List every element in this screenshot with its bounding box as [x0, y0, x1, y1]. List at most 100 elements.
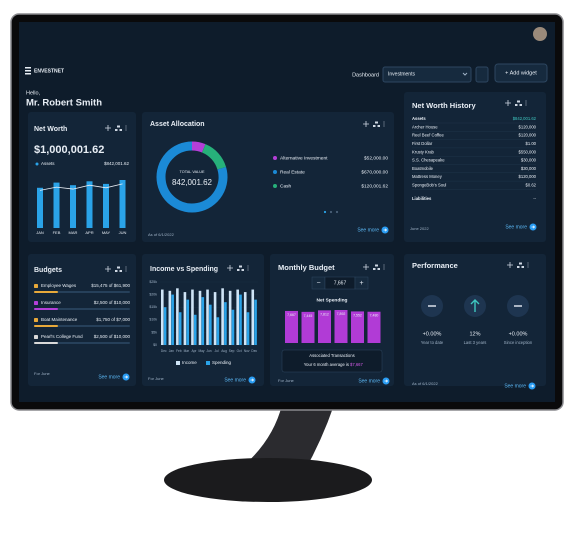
y-tick-label: $15k	[149, 305, 157, 309]
pager-dot[interactable]	[323, 210, 327, 214]
bar	[285, 310, 298, 343]
see-more-link[interactable]: See more	[358, 378, 380, 384]
y-tick-label: $0	[153, 343, 157, 347]
menu-dot	[125, 129, 127, 131]
bar	[171, 294, 174, 345]
budget-icon	[34, 318, 38, 322]
menu-dot	[247, 269, 249, 271]
history-row-value: $1.00	[526, 141, 537, 146]
data-label: 7,480	[370, 314, 379, 318]
see-more-link[interactable]: See more	[224, 377, 246, 383]
x-tick-label: May	[198, 349, 204, 353]
legend-swatch	[176, 361, 180, 365]
menu-dot	[525, 102, 527, 104]
x-tick-label: JAN	[36, 230, 44, 235]
bar	[176, 288, 179, 345]
net-worth-history-card	[404, 92, 546, 242]
see-more-link[interactable]: See more	[505, 224, 527, 230]
bar	[351, 311, 364, 343]
select-value[interactable]: Investments	[388, 71, 415, 77]
bar	[183, 292, 187, 345]
metric-value: 12%	[469, 331, 480, 337]
bar	[213, 292, 217, 345]
up-arrow	[470, 299, 480, 312]
pager-dot[interactable]	[329, 210, 333, 214]
metric-label: Last 3 years	[464, 340, 487, 345]
monitor-base	[164, 458, 372, 502]
legend-swatch	[206, 361, 210, 365]
see-more-link[interactable]: See more	[357, 227, 379, 233]
menu-dot	[383, 266, 385, 268]
stepper-minus-label[interactable]: −	[316, 280, 320, 287]
pager-dot[interactable]	[335, 210, 339, 214]
add-widget-button[interactable]	[494, 63, 548, 83]
history-row-label: Assets	[412, 116, 426, 121]
legend-dot	[35, 162, 39, 166]
card-title: Asset Allocation	[150, 121, 205, 128]
menu-dot	[383, 125, 385, 127]
arrow-glyph	[531, 225, 535, 229]
progress-track	[34, 342, 130, 344]
bar	[53, 182, 60, 228]
bar	[301, 311, 315, 343]
as-of: As of 6/1/2022	[412, 381, 439, 386]
arrow-glyph	[530, 384, 534, 388]
arrow-glyph	[124, 375, 128, 379]
bar	[243, 292, 247, 345]
bar	[206, 289, 209, 345]
transactions-box[interactable]	[281, 349, 383, 373]
as-of: As of 6/1/2022	[148, 232, 175, 237]
budget-amount: $1,750 of $7,000	[96, 317, 130, 322]
menu-dot	[247, 265, 249, 267]
hierarchy-icon	[115, 266, 122, 272]
history-row-value: $120,000	[519, 133, 537, 138]
see-more-link[interactable]: See more	[504, 383, 526, 389]
legend-label: Alternative Investment	[280, 155, 328, 161]
stepper-plus[interactable]	[354, 276, 369, 290]
card-title: Income vs Spending	[150, 266, 218, 273]
liabilities-value: --	[533, 196, 536, 201]
bar	[86, 181, 93, 228]
select-caret	[462, 72, 468, 76]
avatar[interactable]	[533, 27, 547, 41]
x-tick-label: JUN	[119, 230, 127, 235]
dashboard-select[interactable]	[382, 66, 472, 83]
menu-dot	[125, 127, 127, 129]
move-icon	[105, 266, 111, 272]
legend-label: Assets	[41, 161, 55, 166]
add-widget-label[interactable]: + Add widget	[505, 70, 537, 76]
budget-name: Boat Maintenance	[41, 317, 78, 322]
history-date: June 2022	[410, 226, 429, 231]
bar	[228, 290, 232, 345]
user-name: Mr. Robert Smith	[26, 98, 102, 109]
legend-dot	[273, 156, 277, 160]
stepper-plus-label[interactable]: +	[359, 280, 363, 287]
progress-track	[34, 291, 130, 293]
menu-dot	[247, 267, 249, 269]
y-tick-label: $20k	[149, 293, 157, 297]
hierarchy-icon	[373, 264, 380, 270]
footer-note: For June	[148, 376, 165, 381]
liabilities-label: Liabilities	[412, 196, 432, 201]
budget-icon	[34, 284, 38, 288]
card-title: Budgets	[34, 267, 62, 274]
history-row-label: Krusty Krab	[412, 149, 435, 154]
stepper-value[interactable]: 7,667	[334, 280, 347, 286]
donut-center-value: 842,001.62	[172, 178, 213, 187]
bar	[37, 187, 43, 228]
donut-slice	[201, 144, 227, 170]
hierarchy-icon	[517, 262, 524, 268]
menu-button[interactable]	[475, 66, 489, 83]
transactions-title: Associated Transactions	[309, 353, 354, 358]
card-title: Net Worth History	[412, 101, 476, 110]
legend-label: Spending	[212, 360, 232, 365]
bar	[239, 294, 242, 345]
see-more-link[interactable]: See more	[98, 374, 120, 380]
progress-bar	[34, 325, 58, 327]
history-row-label: Reel Beef Coffee	[412, 133, 444, 138]
bar	[193, 314, 197, 345]
hierarchy-icon	[373, 121, 380, 127]
x-tick-label: Oct	[237, 349, 242, 353]
footer-note: For June	[34, 371, 51, 376]
